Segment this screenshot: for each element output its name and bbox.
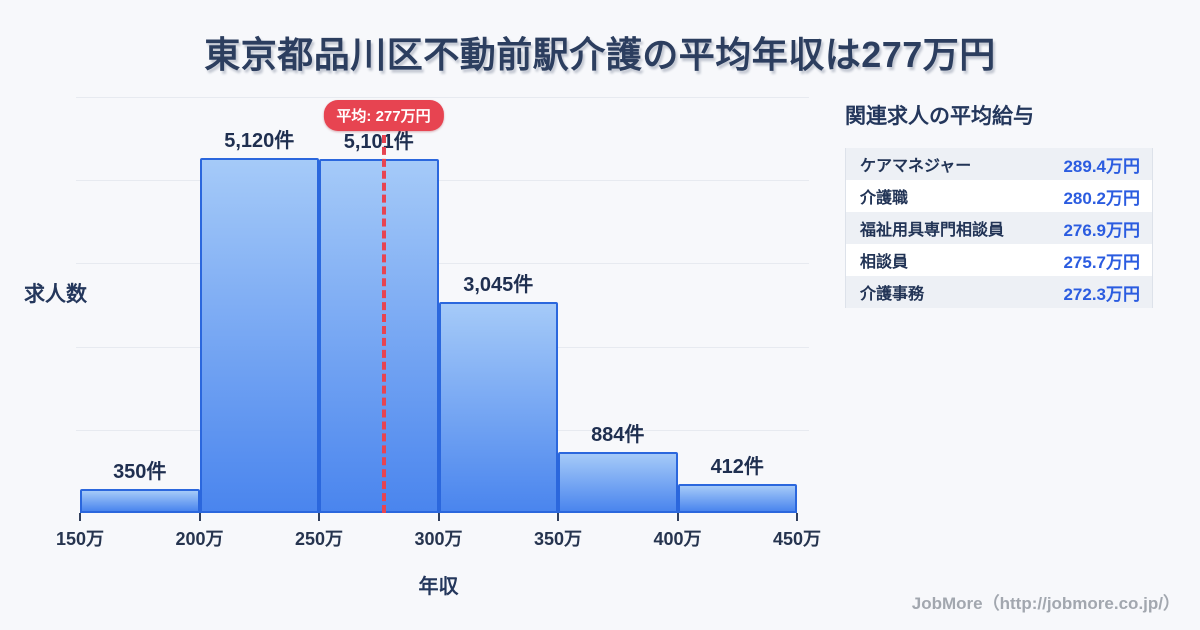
- histogram-bar: [677, 484, 797, 513]
- salary-row: 介護事務 272.3万円: [846, 276, 1152, 308]
- salary-row: 福祉用具専門相談員 276.9万円: [846, 212, 1152, 244]
- job-title: 相談員: [860, 254, 909, 271]
- histogram-bar: [199, 158, 319, 513]
- histogram-bar: [438, 301, 558, 513]
- axis-tick: [796, 513, 798, 521]
- average-badge: 平均: 277万円: [323, 100, 444, 131]
- x-axis-label: 年収: [418, 576, 459, 598]
- job-salary: 276.9万円: [1063, 220, 1140, 240]
- site-credit: JobMore（http://jobmore.co.jp/）: [911, 594, 1180, 613]
- axis-tick: [318, 513, 320, 521]
- job-salary: 272.3万円: [1063, 284, 1140, 304]
- job-title: 福祉用具専門相談員: [860, 222, 1005, 239]
- histogram-bar: [558, 451, 678, 513]
- related-jobs-panel: 関連求人の平均給与 ケアマネジャー 289.4万円介護職 280.2万円福祉用具専門…: [845, 100, 1153, 308]
- axis-tick-label: 300万: [414, 529, 463, 549]
- axis-tick-label: 200万: [175, 529, 224, 549]
- salary-list: ケアマネジャー 289.4万円介護職 280.2万円福祉用具専門相談員 276.9万円…: [845, 148, 1153, 308]
- job-title: 介護事務: [860, 286, 925, 303]
- bar-value-label: 884件: [591, 423, 645, 446]
- plot-area: 350件 5,120件 5,101件 3,045件 884件 412件 平均: 277万円 1…: [56, 97, 821, 549]
- salary-row: 介護職 280.2万円: [846, 180, 1152, 212]
- axis-tick: [198, 513, 201, 521]
- bar-value-label: 412件: [710, 456, 764, 479]
- salary-row: ケアマネジャー 289.4万円: [846, 148, 1152, 180]
- axis-tick-label: 400万: [653, 529, 702, 549]
- axis-tick-label: 450万: [772, 529, 822, 549]
- gridline: [76, 263, 809, 265]
- bar-value-label: 5,101件: [343, 131, 414, 154]
- bar-value-label: 3,045件: [463, 273, 534, 296]
- job-salary: 275.7万円: [1063, 252, 1140, 272]
- salary-histogram: 求人数 350件 5,120件 5,101件 3,045件 884件 412件 平均: 27…: [24, 97, 821, 598]
- gridline: [76, 180, 809, 182]
- job-salary: 280.2万円: [1063, 188, 1140, 208]
- axis-tick: [676, 513, 679, 521]
- page-title: 東京都品川区不動前駅介護の平均年収は277万円: [204, 34, 996, 75]
- axis-tick: [79, 513, 81, 521]
- axis-tick-label: 150万: [55, 529, 105, 549]
- job-salary: 289.4万円: [1063, 156, 1140, 176]
- histogram-bar: [80, 488, 200, 513]
- salary-row: 相談員 275.7万円: [846, 244, 1152, 276]
- axis-tick-label: 250万: [294, 529, 344, 549]
- job-title: ケアマネジャー: [860, 158, 972, 175]
- axis-tick: [557, 513, 559, 521]
- gridline: [76, 97, 809, 98]
- axis-tick: [437, 513, 440, 521]
- average-line: [381, 135, 386, 513]
- histogram-bar: [319, 159, 439, 513]
- panel-heading: 関連求人の平均給与: [845, 105, 1034, 128]
- job-title: 介護職: [860, 190, 909, 207]
- y-axis-label: 求人数: [24, 283, 87, 306]
- axis-tick-label: 350万: [533, 529, 583, 549]
- bar-value-label: 350件: [113, 460, 167, 483]
- bar-value-label: 5,120件: [224, 130, 295, 153]
